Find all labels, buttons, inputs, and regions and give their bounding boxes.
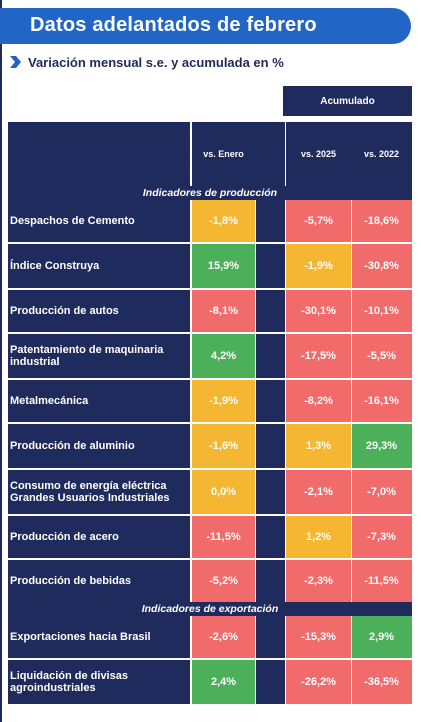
row-spacer	[255, 424, 286, 468]
row-label: Índice Construya	[8, 244, 190, 288]
row-spacer	[255, 560, 286, 602]
value-vs-2022: 2,9%	[351, 616, 412, 658]
table-row: Índice Construya 15,9% -1,9% -30,8%	[8, 244, 412, 288]
value-vs-2022: -7,0%	[351, 470, 412, 514]
row-label: Producción de bebidas	[8, 560, 190, 602]
value-vs-enero: 15,9%	[192, 244, 255, 288]
row-spacer	[255, 290, 286, 332]
row-spacer	[255, 470, 286, 514]
row-spacer	[255, 660, 286, 704]
row-label: Patentamiento de maquinaria industrial	[8, 334, 190, 378]
value-vs-2025: 1,3%	[286, 424, 351, 468]
header-spacer	[255, 122, 286, 186]
value-vs-2025: -2,1%	[286, 470, 351, 514]
row-spacer	[255, 244, 286, 288]
row-label: Producción de aluminio	[8, 424, 190, 468]
subtitle: Variación mensual s.e. y acumulada en %	[28, 54, 284, 70]
section-produccion: Indicadores de producción	[8, 186, 412, 200]
header-vs-2022: vs. 2022	[351, 122, 412, 186]
row-spacer	[255, 516, 286, 558]
value-vs-2025: 1,2%	[286, 516, 351, 558]
table-row: Producción de aluminio -1,6% 1,3% 29,3%	[8, 424, 412, 468]
value-vs-enero: -1,8%	[192, 200, 255, 242]
value-vs-2022: -5,5%	[351, 334, 412, 378]
table-row: Patentamiento de maquinaria industrial 4,…	[8, 334, 412, 378]
value-vs-2022: -18,6%	[351, 200, 412, 242]
row-label: Producción de acero	[8, 516, 190, 558]
indicators-table: vs. Enero vs. 2025 vs. 2022 Indicadores …	[8, 122, 412, 704]
value-vs-enero: -8,1%	[192, 290, 255, 332]
header-label-cell	[8, 122, 190, 186]
value-vs-2022: 29,3%	[351, 424, 412, 468]
value-vs-enero: -2,6%	[192, 616, 255, 658]
row-spacer	[255, 200, 286, 242]
row-spacer	[255, 380, 286, 422]
table-row: Consumo de energía eléctrica Grandes Usu…	[8, 470, 412, 514]
value-vs-enero: -1,6%	[192, 424, 255, 468]
table-header-row: vs. Enero vs. 2025 vs. 2022	[8, 122, 412, 186]
value-vs-2025: -26,2%	[286, 660, 351, 704]
value-vs-enero: 2,4%	[192, 660, 255, 704]
row-label: Consumo de energía eléctrica Grandes Usu…	[8, 470, 190, 514]
value-vs-2022: -10,1%	[351, 290, 412, 332]
subtitle-row: Variación mensual s.e. y acumulada en %	[8, 52, 284, 72]
value-vs-2022: -30,8%	[351, 244, 412, 288]
value-vs-2022: -36,5%	[351, 660, 412, 704]
left-accent-rule	[0, 0, 2, 722]
value-vs-2025: -17,5%	[286, 334, 351, 378]
value-vs-2025: -1,9%	[286, 244, 351, 288]
value-vs-enero: -11,5%	[192, 516, 255, 558]
value-vs-2025: -2,3%	[286, 560, 351, 602]
row-label: Metalmecánica	[8, 380, 190, 422]
value-vs-2025: -15,3%	[286, 616, 351, 658]
value-vs-2022: -16,1%	[351, 380, 412, 422]
title-banner: Datos adelantados de febrero	[0, 8, 411, 44]
header-vs-enero: vs. Enero	[192, 122, 255, 186]
value-vs-2022: -11,5%	[351, 560, 412, 602]
row-spacer	[255, 616, 286, 658]
value-vs-2025: -5,7%	[286, 200, 351, 242]
value-vs-2022: -7,3%	[351, 516, 412, 558]
value-vs-enero: 0,0%	[192, 470, 255, 514]
table-row: Producción de acero -11,5% 1,2% -7,3%	[8, 516, 412, 558]
row-label: Exportaciones hacia Brasil	[8, 616, 190, 658]
table-row: Metalmecánica -1,9% -8,2% -16,1%	[8, 380, 412, 422]
value-vs-2025: -30,1%	[286, 290, 351, 332]
table-row: Despachos de Cemento -1,8% -5,7% -18,6%	[8, 200, 412, 242]
row-label: Producción de autos	[8, 290, 190, 332]
table-row: Exportaciones hacia Brasil -2,6% -15,3% 2,9…	[8, 616, 412, 658]
value-vs-2025: -8,2%	[286, 380, 351, 422]
acumulado-header: Acumulado	[283, 86, 412, 116]
row-spacer	[255, 334, 286, 378]
chevron-right-icon	[10, 56, 21, 68]
section-exportacion: Indicadores de exportación	[8, 602, 412, 616]
row-label: Despachos de Cemento	[8, 200, 190, 242]
table-row: Producción de bebidas -5,2% -2,3% -11,5%	[8, 560, 412, 602]
value-vs-enero: -1,9%	[192, 380, 255, 422]
page-title: Datos adelantados de febrero	[30, 14, 317, 36]
value-vs-enero: -5,2%	[192, 560, 255, 602]
row-label: Liquidación de divisas agroindustriales	[8, 660, 190, 704]
header-vs-2025: vs. 2025	[286, 122, 351, 186]
table-row: Producción de autos -8,1% -30,1% -10,1%	[8, 290, 412, 332]
value-vs-enero: 4,2%	[192, 334, 255, 378]
table-row: Liquidación de divisas agroindustriales 2…	[8, 660, 412, 704]
